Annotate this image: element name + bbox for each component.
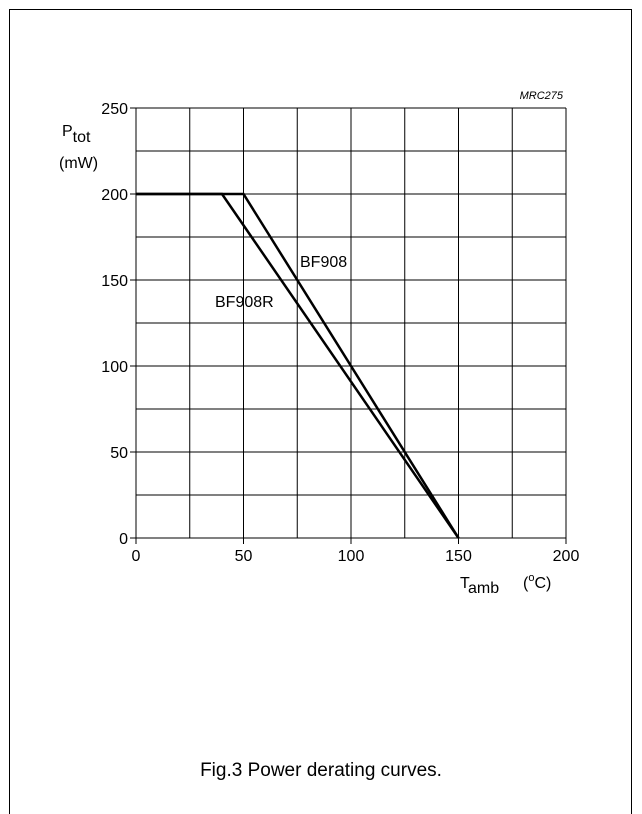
y-tick-label: 50 — [110, 445, 128, 462]
y-tick-label: 150 — [101, 273, 128, 290]
series-label-bf908r: BF908R — [215, 294, 274, 311]
x-tick-label: 200 — [553, 548, 580, 565]
figure-code: MRC275 — [520, 90, 564, 102]
figure-caption: Fig.3 Power derating curves. — [200, 760, 442, 781]
y-tick-label: 0 — [119, 531, 128, 548]
series-line-bf908r — [136, 192, 460, 539]
series-label-bf908: BF908 — [300, 254, 347, 271]
y-tick-label: 200 — [101, 187, 128, 204]
x-tick-label: 0 — [132, 548, 141, 565]
x-axis-label: Tamb — [460, 575, 499, 597]
y-axis-label: Ptot — [62, 123, 91, 146]
y-tick-label: 250 — [101, 101, 128, 118]
y-axis-unit: (mW) — [59, 155, 98, 172]
figure-frame — [9, 9, 632, 814]
x-tick-label: 100 — [338, 548, 365, 565]
x-axis-unit: (oC) — [523, 572, 551, 592]
y-tick-label: 100 — [101, 359, 128, 376]
x-tick-label: 150 — [445, 548, 472, 565]
x-tick-label: 50 — [235, 548, 253, 565]
